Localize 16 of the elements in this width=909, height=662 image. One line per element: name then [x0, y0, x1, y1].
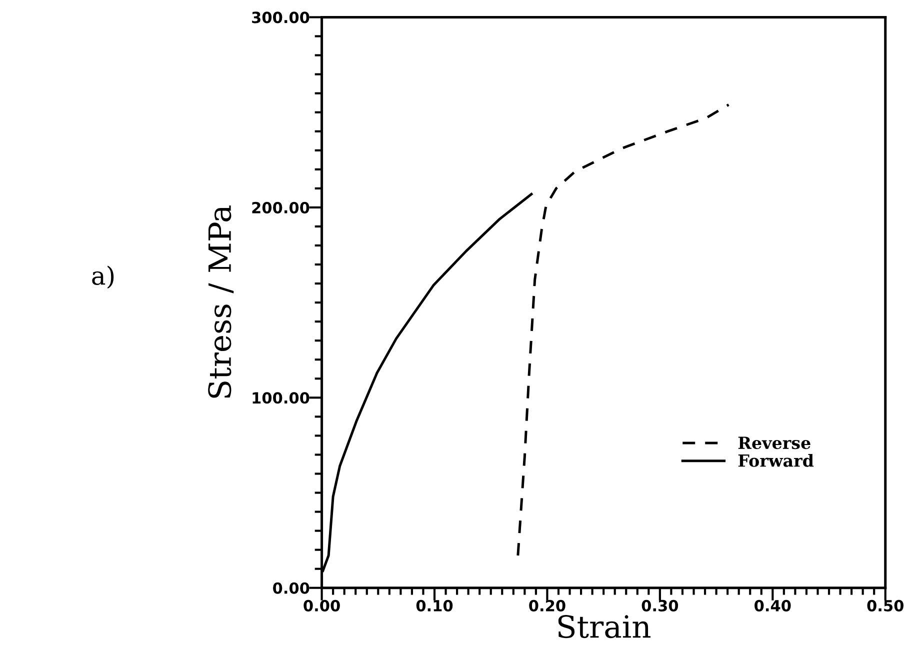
x-tick-label: 0.40	[754, 600, 791, 612]
legend-label: Reverse	[738, 436, 810, 450]
y-tick-label: 200.00	[252, 202, 310, 214]
y-axis-title: Stress / MPa	[208, 206, 234, 398]
x-tick-label: 0.10	[416, 600, 453, 612]
y-tick-label: 100.00	[252, 392, 310, 404]
text: a)	[92, 266, 114, 289]
x-tick-label: 0.20	[529, 600, 566, 612]
legend-label: Forward	[738, 454, 814, 467]
line-series	[516, 103, 730, 557]
x-tick-label: 0.50	[867, 600, 904, 612]
x-tick-label: 0.00	[304, 600, 340, 612]
x-tick-label: 0.30	[642, 600, 678, 612]
y-tick-label: 0.00	[273, 582, 310, 594]
x-axis-title: Strain	[558, 614, 650, 638]
y-tick-label: 300.00	[252, 12, 310, 24]
